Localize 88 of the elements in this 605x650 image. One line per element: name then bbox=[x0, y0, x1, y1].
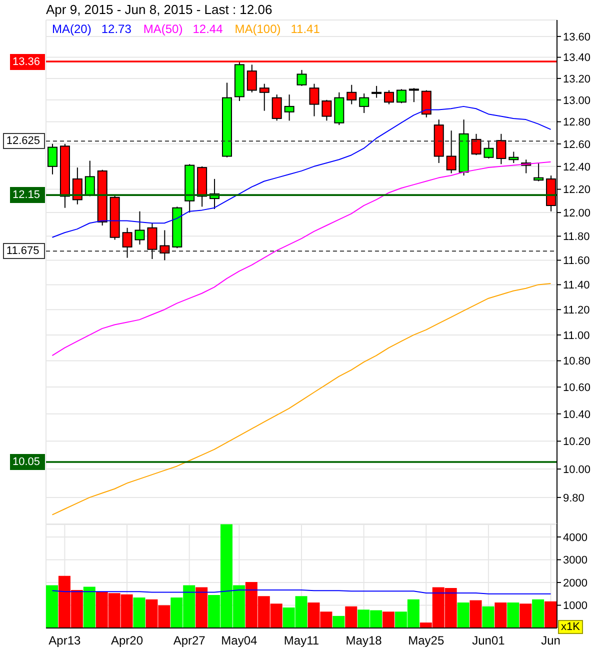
y-tick-label: 11.60 bbox=[563, 255, 590, 268]
bar bbox=[507, 602, 520, 628]
y-axis-title: x1K bbox=[558, 620, 583, 634]
candlestick bbox=[534, 162, 544, 182]
line-series bbox=[52, 282, 552, 516]
candlestick bbox=[84, 160, 95, 197]
x-tick-label: May25 bbox=[408, 634, 444, 648]
y-tick-label: 9.80 bbox=[563, 492, 584, 504]
candlestick bbox=[484, 140, 494, 159]
y-tick-label: 12.80 bbox=[563, 116, 591, 129]
candlestick bbox=[72, 167, 82, 205]
y-tick-label: 10.20 bbox=[563, 436, 591, 448]
y-tick-label: 11.40 bbox=[563, 280, 590, 292]
candlestick bbox=[496, 133, 506, 165]
ref-line-label: 13.36 bbox=[10, 54, 45, 70]
candlestick bbox=[508, 151, 519, 164]
ref-line-label: 11.675 bbox=[3, 243, 45, 260]
y-tick-label: 13.20 bbox=[563, 73, 591, 86]
bar bbox=[457, 602, 470, 628]
chart-title: Apr 9, 2015 - Jun 8, 2015 - Last : 12.06 bbox=[46, 2, 272, 17]
x-tick-label: Jun bbox=[541, 634, 560, 648]
text: MA(50) 12.44 bbox=[143, 22, 223, 36]
y-tick-label: 4000 bbox=[563, 532, 588, 544]
bar bbox=[494, 602, 507, 628]
x-tick-label: May11 bbox=[284, 634, 320, 648]
y-tick-label: 11.20 bbox=[563, 304, 590, 317]
y-tick-label: 10.40 bbox=[563, 408, 591, 421]
candlestick bbox=[147, 222, 158, 260]
candlestick bbox=[48, 143, 58, 175]
candlestick bbox=[408, 88, 419, 103]
candlestick bbox=[446, 130, 456, 174]
candlestick bbox=[259, 83, 270, 112]
candlestick bbox=[296, 69, 307, 86]
candlestick bbox=[421, 90, 432, 118]
y-tick-label: 10.00 bbox=[563, 464, 591, 476]
candlestick bbox=[272, 94, 282, 122]
y-tick-label: 1000 bbox=[563, 600, 588, 612]
candlestick bbox=[346, 84, 357, 105]
bar bbox=[332, 616, 345, 628]
candlestick bbox=[134, 210, 145, 246]
x-tick-label: Jun01 bbox=[472, 634, 506, 648]
candlestick bbox=[384, 90, 394, 105]
bar bbox=[470, 600, 482, 628]
bar bbox=[382, 612, 395, 628]
y-tick-label: 10.80 bbox=[563, 356, 591, 368]
candlestick bbox=[372, 85, 382, 98]
line-series bbox=[52, 106, 552, 238]
bar bbox=[46, 585, 58, 628]
bar bbox=[345, 606, 358, 628]
y-tick-label: 3000 bbox=[563, 554, 588, 567]
y-tick-label: 12.20 bbox=[563, 184, 591, 196]
y-tick-label: 12.00 bbox=[563, 207, 591, 220]
ref-line-label: 10.05 bbox=[10, 454, 45, 470]
text: MA(20) 12.73 bbox=[52, 22, 132, 36]
candlestick bbox=[322, 99, 332, 122]
x-tick-label: Apr27 bbox=[173, 634, 206, 648]
bar bbox=[83, 586, 96, 628]
line-series bbox=[52, 161, 552, 356]
candlestick bbox=[284, 94, 294, 122]
bar bbox=[482, 606, 494, 628]
x-tick-label: May18 bbox=[346, 634, 382, 648]
text: MA(100) 11.41 bbox=[234, 22, 320, 36]
y-tick-label: 2000 bbox=[563, 577, 588, 590]
bar bbox=[520, 604, 532, 628]
y-tick-label: 13.40 bbox=[563, 52, 591, 64]
y-tick-label: 13.60 bbox=[563, 31, 591, 44]
bar bbox=[196, 587, 208, 628]
bar bbox=[532, 599, 544, 628]
candlestick bbox=[122, 227, 132, 258]
candlestick bbox=[396, 88, 406, 104]
y-tick-label: 12.60 bbox=[563, 138, 591, 151]
candlestick bbox=[160, 230, 170, 261]
x-tick-label: Apr13 bbox=[48, 634, 82, 648]
candlestick bbox=[246, 64, 257, 93]
y-tick-label: 13.00 bbox=[563, 94, 591, 107]
bar bbox=[133, 598, 146, 628]
x-tick-label: Apr20 bbox=[110, 634, 144, 648]
y-tick-label: 11.00 bbox=[563, 330, 590, 342]
bar bbox=[544, 601, 557, 628]
ref-line-label: 12.625 bbox=[3, 133, 45, 150]
ref-line-label: 12.15 bbox=[10, 187, 45, 204]
y-tick-label: 12.40 bbox=[563, 161, 591, 174]
candlestick bbox=[309, 83, 320, 117]
y-tick-label: 11.80 bbox=[563, 231, 590, 244]
y-tick-label: 10.60 bbox=[563, 382, 591, 394]
candlestick bbox=[359, 92, 370, 114]
candlestick bbox=[471, 133, 482, 156]
x-tick-label: May04 bbox=[221, 634, 258, 648]
